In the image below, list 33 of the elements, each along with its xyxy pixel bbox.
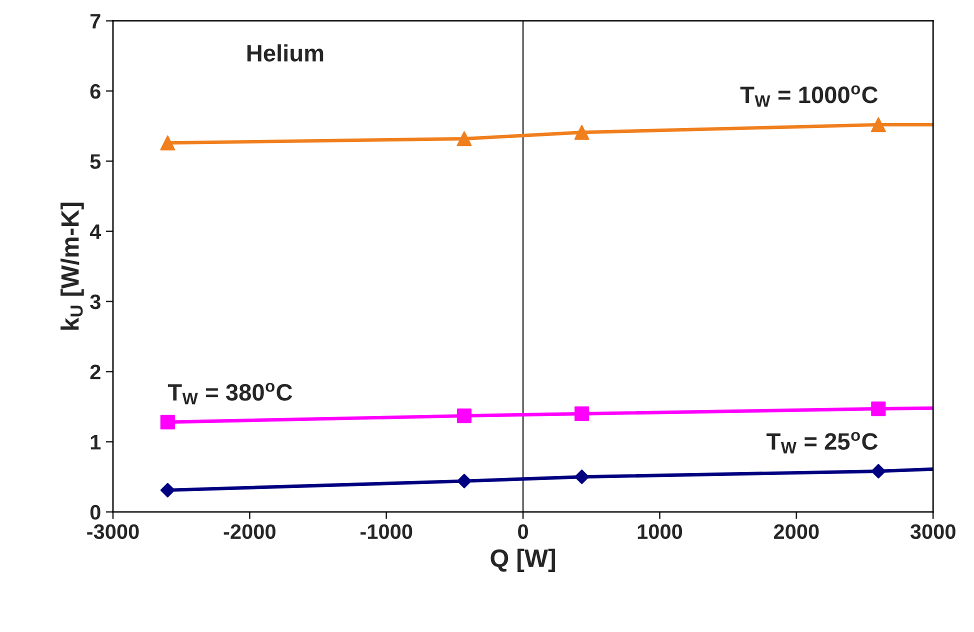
y-tick-label: 0 — [90, 504, 100, 520]
y-tick-label: 4 — [90, 224, 102, 239]
point — [574, 124, 590, 140]
x-tick-label: 0 — [518, 524, 528, 540]
y-tick-label: 2 — [90, 364, 100, 380]
x-tick-label: 1000 — [638, 524, 682, 540]
point — [574, 470, 590, 484]
point — [456, 408, 472, 424]
y-tick-label: 1 — [90, 434, 101, 450]
point — [574, 406, 590, 421]
y-tick-label: 6 — [90, 84, 100, 99]
x-axis-title: Q [W] — [490, 548, 555, 572]
point — [160, 482, 175, 498]
point — [456, 474, 472, 488]
x-tick-label: -2000 — [224, 524, 276, 540]
point — [871, 464, 886, 479]
y-axis-title: k$_{U}$ [W/m-K] — [60, 202, 84, 330]
x-tick-label: -1000 — [360, 524, 412, 540]
series-label: T$_{W}$ = 1000$^{o}$C — [740, 85, 878, 107]
x-tick-label: 2000 — [774, 524, 819, 540]
point — [870, 117, 886, 132]
point — [456, 131, 472, 146]
y-tick-label: 5 — [90, 154, 101, 169]
x-tick-label: 3000 — [910, 524, 956, 540]
x-tick-label: -3000 — [87, 524, 139, 540]
point — [160, 414, 175, 430]
y-tick-label: 7 — [90, 14, 100, 28]
y-tick-label: 3 — [90, 294, 100, 310]
point — [160, 135, 176, 150]
series-label: T$_{W}$ = 380$^{o}$C — [168, 382, 292, 404]
annotation: Helium — [247, 44, 324, 62]
point — [871, 402, 886, 416]
series-label: T$_{W}$ = 25$^{o}$C — [766, 432, 878, 454]
